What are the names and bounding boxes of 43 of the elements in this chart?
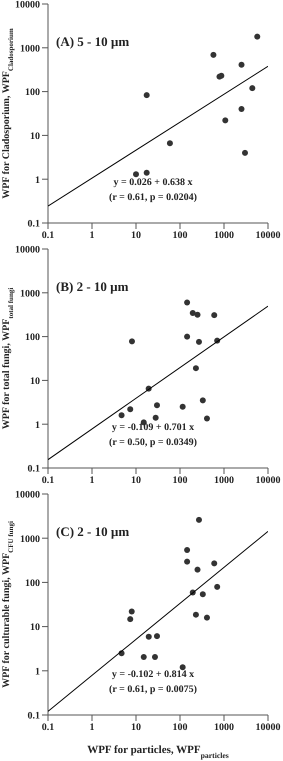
y-tick-label: 10000	[15, 490, 40, 501]
x-tick-label: 1	[90, 230, 94, 242]
x-tick-label: 10000	[256, 230, 280, 242]
y-tick-label: 0.1	[28, 218, 40, 230]
y-tick-label: 1	[35, 420, 40, 431]
y-tick-label: 1000	[20, 43, 40, 54]
x-tick-label: 10	[131, 722, 141, 734]
y-tick-label: 0.1	[28, 710, 40, 722]
y-tick-label: 1000	[20, 534, 40, 545]
y-tick-label: 10000	[15, 244, 40, 256]
annotation: y = -0.109 + 0.701 x	[110, 421, 196, 435]
x-tick-label: 1000	[214, 230, 234, 242]
x-tick-label: 100	[172, 475, 188, 486]
x-axis-title: WPF for particles, WPF$_{particles}$	[87, 744, 229, 760]
y-tick-label: 100	[25, 332, 40, 344]
y-tick-label: 1	[35, 666, 40, 678]
y-tick-label: 10000	[15, 0, 40, 11]
annotation: (r = 0.61, p = 0.0075)	[108, 683, 198, 697]
x-tick-label: 10000	[256, 722, 280, 734]
y-tick-label: 100	[25, 87, 40, 98]
y-tick-label: 1000	[20, 288, 40, 300]
x-tick-label: 1000	[214, 475, 234, 486]
x-tick-label: 1	[90, 722, 94, 734]
x-tick-label: 100	[172, 722, 188, 734]
text: (C) 2 - 10 µm	[56, 524, 130, 540]
x-tick-label: 1	[90, 475, 94, 486]
x-tick-label: 10	[131, 230, 141, 242]
text: (A) 5 - 10 µm	[56, 34, 130, 50]
x-tick-label: 1000	[214, 722, 234, 734]
x-tick-label: 100	[172, 230, 188, 242]
x-tick-label: 10	[131, 475, 141, 486]
x-tick-label: 10000	[256, 475, 280, 486]
annotation: y = -0.102 + 0.814 x	[110, 668, 196, 682]
annotation: (r = 0.50, p = 0.0349)	[108, 436, 198, 450]
y-tick-label: 100	[25, 578, 40, 589]
annotation: y = 0.026 + 0.638 x	[112, 176, 194, 190]
annotation: (r = 0.61, p = 0.0204)	[108, 191, 198, 205]
y-tick-label: 1	[35, 174, 40, 186]
text: (B) 2 - 10 µm	[56, 279, 128, 295]
y-tick-label: 10	[30, 376, 40, 387]
y-tick-label: 0.1	[28, 464, 40, 475]
y-tick-label: 10	[30, 130, 40, 142]
y-tick-label: 10	[30, 622, 40, 634]
